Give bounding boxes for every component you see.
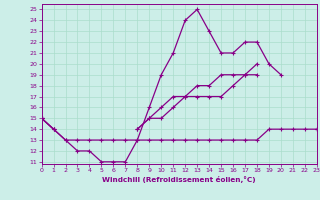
X-axis label: Windchill (Refroidissement éolien,°C): Windchill (Refroidissement éolien,°C) (102, 176, 256, 183)
